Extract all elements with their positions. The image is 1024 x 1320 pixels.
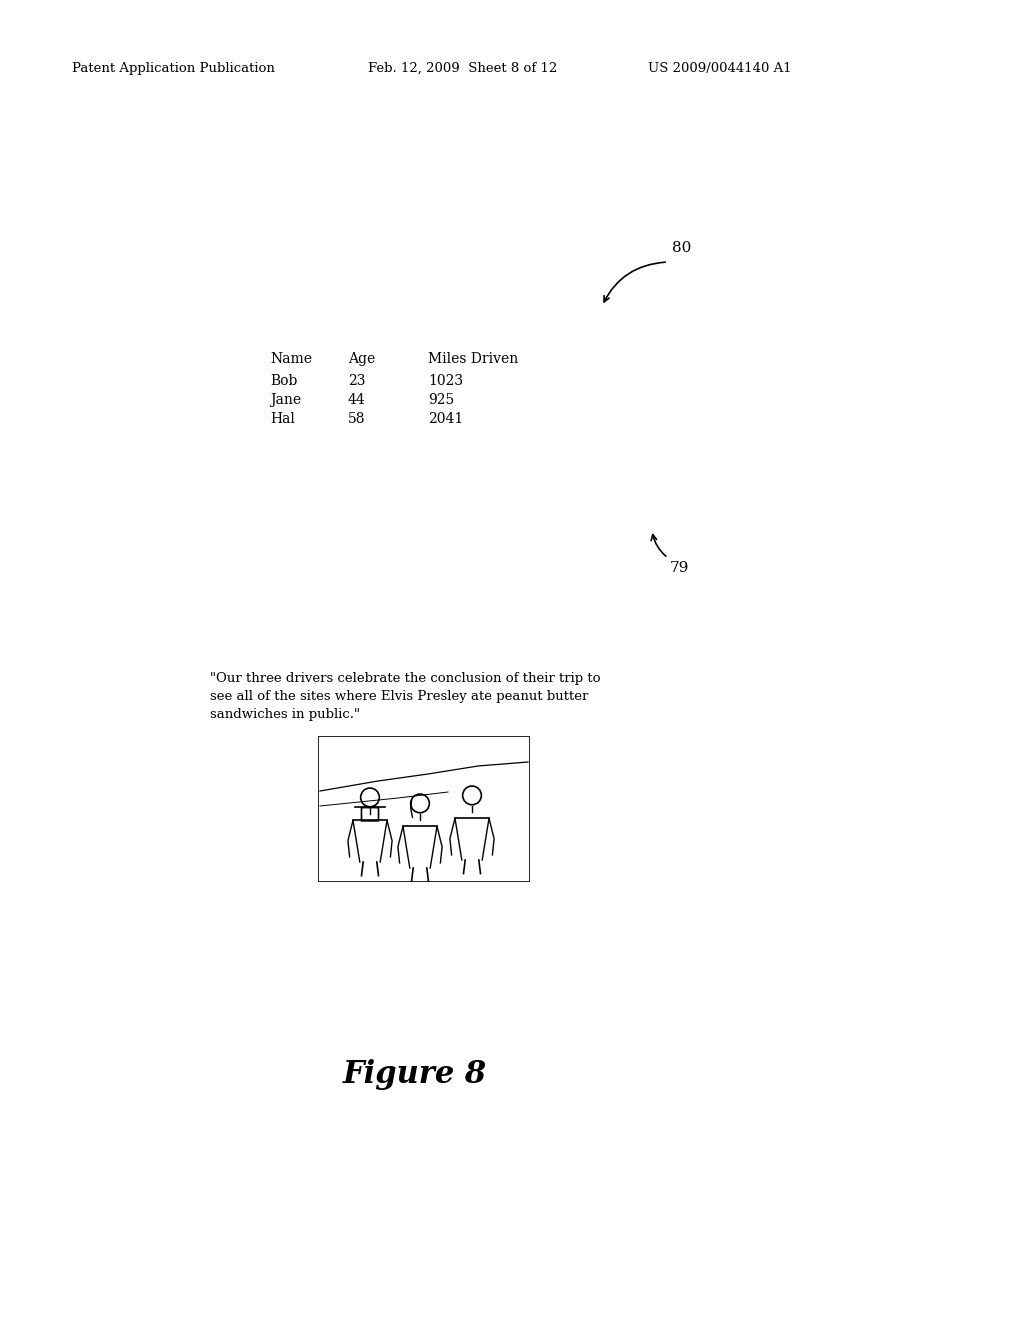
Text: Bob: Bob (270, 374, 297, 388)
Text: 925: 925 (428, 393, 455, 407)
Text: 1023: 1023 (428, 374, 463, 388)
Text: 58: 58 (348, 412, 366, 426)
Text: Age: Age (348, 352, 375, 366)
Text: Miles Driven: Miles Driven (428, 352, 518, 366)
Text: Figure 8: Figure 8 (343, 1060, 487, 1090)
Text: see all of the sites where Elvis Presley ate peanut butter: see all of the sites where Elvis Presley… (210, 690, 589, 704)
Text: Feb. 12, 2009  Sheet 8 of 12: Feb. 12, 2009 Sheet 8 of 12 (368, 62, 557, 75)
Text: Hal: Hal (270, 412, 295, 426)
Text: 23: 23 (348, 374, 366, 388)
Text: "Our three drivers celebrate the conclusion of their trip to: "Our three drivers celebrate the conclus… (210, 672, 600, 685)
Text: 44: 44 (348, 393, 366, 407)
Text: 2041: 2041 (428, 412, 463, 426)
Text: 80: 80 (672, 242, 691, 255)
Text: US 2009/0044140 A1: US 2009/0044140 A1 (648, 62, 792, 75)
Text: Name: Name (270, 352, 312, 366)
Text: 79: 79 (670, 561, 689, 576)
Text: Patent Application Publication: Patent Application Publication (72, 62, 274, 75)
Polygon shape (295, 491, 484, 595)
Text: Jane: Jane (270, 393, 301, 407)
Bar (318, 737, 530, 882)
Text: sandwiches in public.": sandwiches in public." (210, 708, 360, 721)
